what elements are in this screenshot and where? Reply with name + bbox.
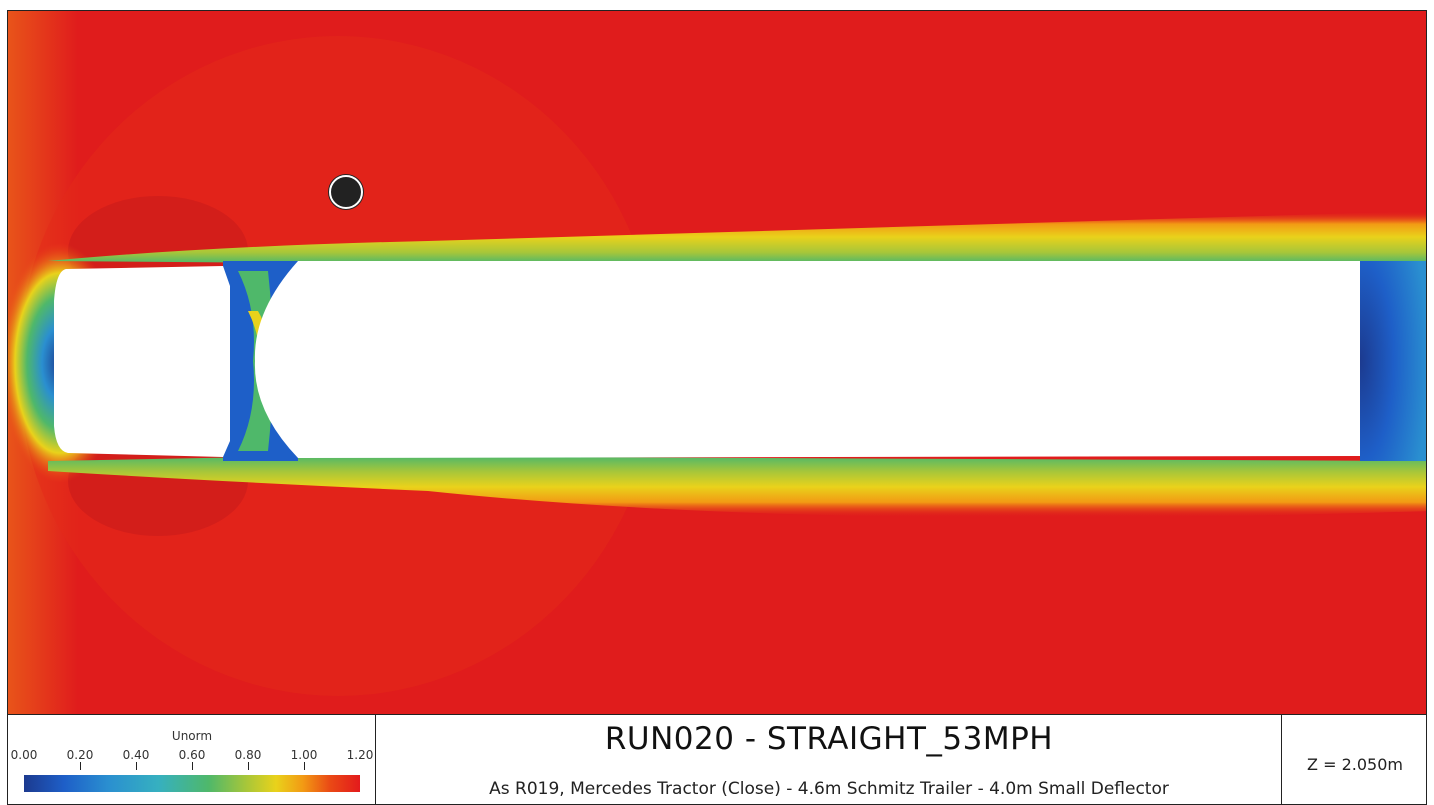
probe-marker[interactable] (329, 175, 363, 209)
colorbar-tick-label: 0.20 (66, 748, 94, 762)
title-block: RUN020 - STRAIGHT_53MPH As R019, Mercede… (376, 715, 1282, 804)
z-level-label: Z = 2.050m (1307, 755, 1403, 774)
colorbar-tick-label: 0.00 (10, 748, 38, 762)
colorbar-tick-label: 1.20 (346, 748, 374, 762)
z-level-block: Z = 2.050m (1282, 715, 1426, 804)
colorbar-tick-mark (80, 762, 81, 770)
run-description: As R019, Mercedes Tractor (Close) - 4.6m… (489, 779, 1169, 799)
colorbar-legend: Unorm 0.00 0.20 0.40 0.60 0.80 1.00 1.20 (8, 715, 376, 804)
colorbar-tick-label: 0.60 (178, 748, 206, 762)
annotation-footer: Unorm 0.00 0.20 0.40 0.60 0.80 1.00 1.20 RUN02… (8, 714, 1426, 804)
colorbar-tick-label: 0.40 (122, 748, 150, 762)
legend-title: Unorm (171, 729, 213, 743)
colorbar-tick-label: 1.00 (290, 748, 318, 762)
cfd-viewport: Unorm 0.00 0.20 0.40 0.60 0.80 1.00 1.20 RUN02… (7, 10, 1427, 805)
colorbar-tick-mark (192, 762, 193, 770)
colorbar-tick-mark (304, 762, 305, 770)
colorbar-tick-label: 0.80 (234, 748, 262, 762)
colorbar-ticks: 0.00 0.20 0.40 0.60 0.80 1.00 1.20 (8, 748, 376, 770)
colorbar (24, 775, 360, 792)
run-title: RUN020 - STRAIGHT_53MPH (604, 721, 1054, 757)
colorbar-tick-mark (248, 762, 249, 770)
velocity-field (8, 11, 1426, 714)
colorbar-tick-mark (136, 762, 137, 770)
